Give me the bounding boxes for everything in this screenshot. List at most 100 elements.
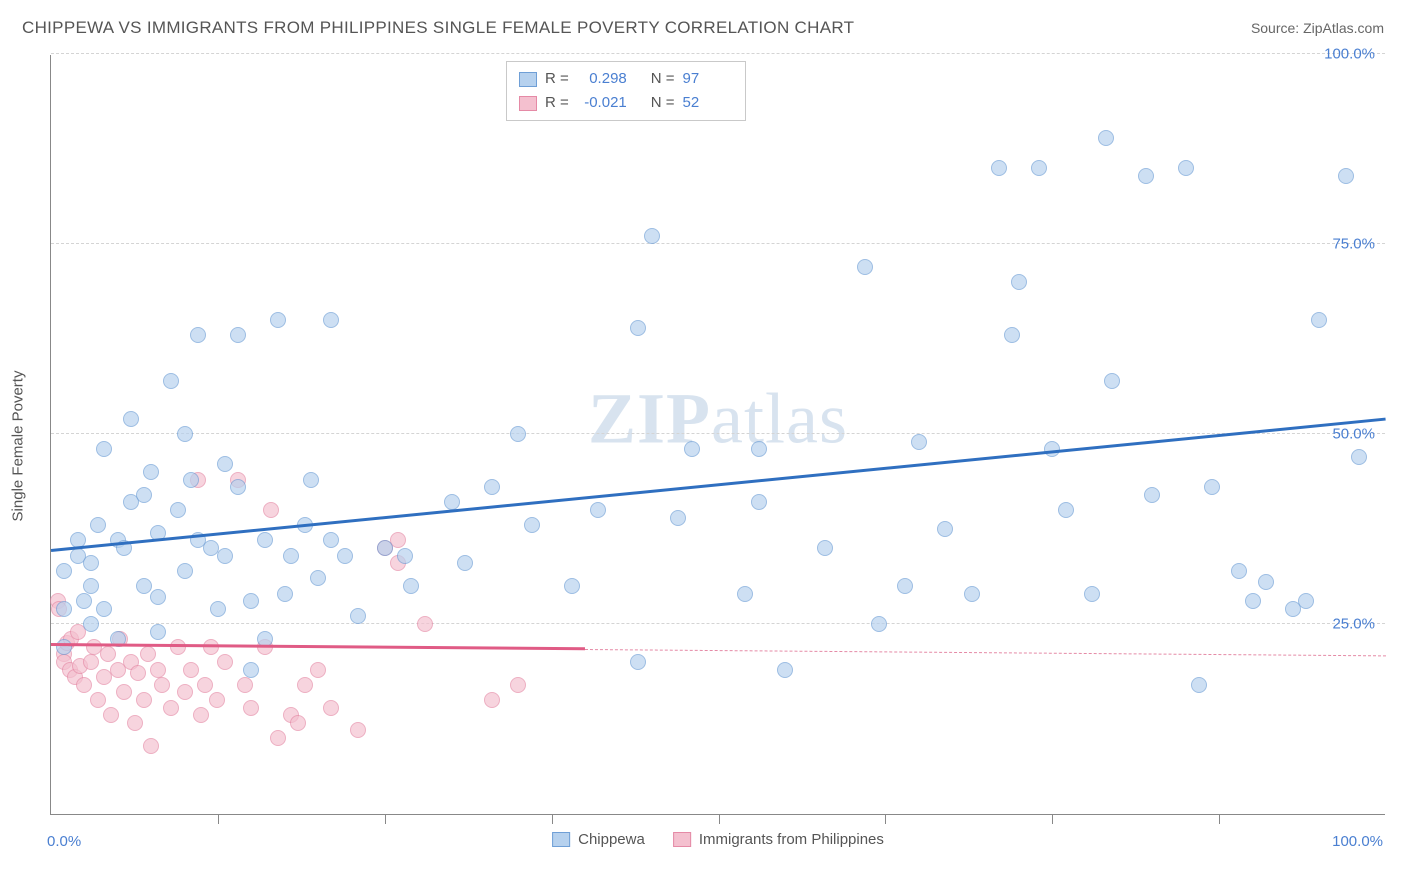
point-series-a (243, 662, 259, 678)
point-series-b (243, 700, 259, 716)
point-series-a (96, 601, 112, 617)
x-tick (1052, 814, 1053, 824)
point-series-a (150, 589, 166, 605)
point-series-b (183, 662, 199, 678)
x-tick (885, 814, 886, 824)
point-series-a (1245, 593, 1261, 609)
point-series-a (177, 426, 193, 442)
point-series-b (140, 646, 156, 662)
point-series-a (1298, 593, 1314, 609)
point-series-a (937, 521, 953, 537)
point-series-a (777, 662, 793, 678)
point-series-b (297, 677, 313, 693)
point-series-a (964, 586, 980, 602)
point-series-b (484, 692, 500, 708)
point-series-b (193, 707, 209, 723)
point-series-a (217, 548, 233, 564)
scatter-plot: ZIPatlas R = 0.298 N = 97 R = -0.021 N =… (50, 55, 1385, 815)
point-series-a (56, 601, 72, 617)
point-series-a (1204, 479, 1220, 495)
legend-label-b: Immigrants from Philippines (699, 831, 884, 848)
point-series-a (243, 593, 259, 609)
point-series-a (217, 456, 233, 472)
x-tick-label: 0.0% (47, 833, 81, 850)
r-value-b: -0.021 (577, 91, 627, 115)
n-value-a: 97 (683, 67, 733, 91)
source-label: Source: ZipAtlas.com (1251, 20, 1384, 36)
point-series-a (230, 327, 246, 343)
point-series-a (150, 624, 166, 640)
point-series-a (644, 228, 660, 244)
y-tick-label: 75.0% (1332, 236, 1375, 253)
point-series-a (310, 570, 326, 586)
point-series-b (100, 646, 116, 662)
stats-row-a: R = 0.298 N = 97 (519, 67, 733, 91)
point-series-a (1258, 574, 1274, 590)
point-series-a (1231, 563, 1247, 579)
point-series-a (377, 540, 393, 556)
point-series-a (56, 563, 72, 579)
point-series-a (897, 578, 913, 594)
gridline-h (51, 623, 1385, 624)
point-series-a (1098, 130, 1114, 146)
point-series-b (237, 677, 253, 693)
point-series-b (510, 677, 526, 693)
point-series-b (83, 654, 99, 670)
point-series-a (96, 441, 112, 457)
point-series-a (911, 434, 927, 450)
chart-title: CHIPPEWA VS IMMIGRANTS FROM PHILIPPINES … (22, 18, 854, 38)
point-series-a (83, 555, 99, 571)
point-series-b (86, 639, 102, 655)
point-series-a (1138, 168, 1154, 184)
point-series-a (190, 327, 206, 343)
point-series-a (177, 563, 193, 579)
gridline-h (51, 53, 1385, 54)
x-tick (218, 814, 219, 824)
point-series-a (56, 639, 72, 655)
point-series-a (76, 593, 92, 609)
point-series-b (417, 616, 433, 632)
point-series-a (163, 373, 179, 389)
point-series-a (510, 426, 526, 442)
point-series-b (350, 722, 366, 738)
point-series-a (283, 548, 299, 564)
point-series-b (136, 692, 152, 708)
point-series-b (263, 502, 279, 518)
point-series-a (1011, 274, 1027, 290)
point-series-a (1338, 168, 1354, 184)
point-series-a (337, 548, 353, 564)
gridline-h (51, 433, 1385, 434)
legend-label-a: Chippewa (578, 831, 645, 848)
y-tick-label: 50.0% (1332, 426, 1375, 443)
point-series-b (170, 639, 186, 655)
point-series-a (737, 586, 753, 602)
point-series-a (564, 578, 580, 594)
point-series-a (183, 472, 199, 488)
x-tick (552, 814, 553, 824)
trendline-a (51, 418, 1386, 552)
point-series-b (209, 692, 225, 708)
point-series-a (1031, 160, 1047, 176)
point-series-b (143, 738, 159, 754)
n-label-b: N = (651, 91, 675, 115)
legend-swatch-b (673, 832, 691, 847)
n-label-a: N = (651, 67, 675, 91)
r-value-a: 0.298 (577, 67, 627, 91)
point-series-a (230, 479, 246, 495)
point-series-a (751, 441, 767, 457)
point-series-a (991, 160, 1007, 176)
stats-row-b: R = -0.021 N = 52 (519, 91, 733, 115)
watermark: ZIPatlas (588, 378, 848, 461)
legend-swatch-a (552, 832, 570, 847)
point-series-a (397, 548, 413, 564)
stats-legend: R = 0.298 N = 97 R = -0.021 N = 52 (506, 61, 746, 121)
point-series-b (127, 715, 143, 731)
point-series-b (270, 730, 286, 746)
point-series-a (210, 601, 226, 617)
gridline-h (51, 243, 1385, 244)
point-series-a (1191, 677, 1207, 693)
point-series-b (323, 700, 339, 716)
point-series-b (90, 692, 106, 708)
point-series-b (177, 684, 193, 700)
point-series-a (170, 502, 186, 518)
